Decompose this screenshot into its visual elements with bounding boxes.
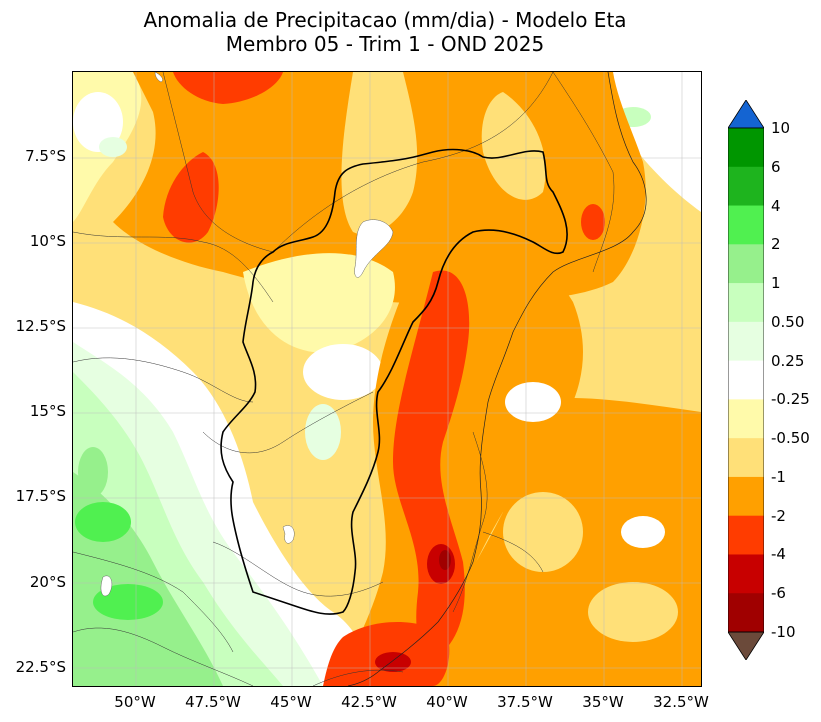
colorbar-label: -2: [771, 506, 786, 525]
colorbar-label: -0.25: [771, 390, 810, 409]
colorbar-label: 1: [771, 274, 781, 293]
colorbar-bin: [728, 321, 764, 362]
lat-label-10: 10°S: [29, 232, 66, 250]
green-patch-2: [93, 584, 163, 620]
colorbar-under-triangle: [728, 631, 764, 660]
lat-label-17-5: 17.5°S: [15, 487, 66, 505]
colorbar-bin: [728, 283, 764, 323]
lat-label-15: 15°S: [29, 402, 66, 420]
lat-label-20: 20°S: [29, 573, 66, 591]
reservoir-tres-marias: [282, 525, 295, 544]
state-borders: [73, 72, 615, 686]
lon-label-45: 45°W: [270, 693, 312, 711]
lat-label-7-5: 7.5°S: [25, 147, 66, 165]
lon-label-50: 50°W: [114, 693, 156, 711]
lon-label-32-5: 32.5°W: [653, 693, 709, 711]
lon-label-40: 40°W: [426, 693, 468, 711]
lat-label-12-5: 12.5°S: [15, 317, 66, 335]
colorbar-label: 4: [771, 196, 781, 215]
lon-label-37-5: 37.5°W: [497, 693, 553, 711]
east-white-patch: [621, 516, 665, 548]
north-red-patch-1: [173, 72, 283, 104]
northeast-neutral-region: [611, 72, 701, 212]
green-patch-1: [75, 502, 131, 542]
colorbar-label: 6: [771, 157, 781, 176]
northwest-white-patch: [73, 92, 123, 152]
east-light-patch-2: [588, 582, 678, 642]
map-gridlines: [73, 72, 701, 686]
northwest-green-patch: [99, 137, 127, 157]
reservoir-sobradinho: [354, 219, 394, 278]
north-light-break: [341, 72, 418, 235]
green-patch-3: [78, 447, 108, 497]
north-light-break-2: [481, 92, 546, 200]
basin-outline: [220, 148, 568, 615]
east-orange-region: [333, 230, 583, 686]
east-light-patch-1: [503, 492, 583, 572]
colorbar-bin: [728, 360, 764, 400]
colorbar-label: -4: [771, 545, 786, 564]
colorbar-bin: [728, 128, 764, 168]
north-red-patch-3: [581, 204, 605, 240]
colorbar-bin: [728, 593, 764, 633]
colorbar-bin: [728, 554, 764, 594]
map-area: [72, 71, 702, 687]
colorbar-label: 2: [771, 235, 781, 254]
colorbar-label: 10: [771, 119, 791, 137]
colorbar: [728, 100, 764, 660]
reservoir-north: [154, 72, 163, 83]
map-title-line1: Anomalia de Precipitacao (mm/dia) - Mode…: [143, 8, 627, 32]
lon-label-35: 35°W: [582, 693, 624, 711]
colorbar-bin: [728, 166, 764, 207]
colorbar-label: -1: [771, 467, 786, 486]
colorbar-label: 0.25: [771, 351, 805, 370]
precipitation-anomaly-map: [73, 72, 701, 686]
coastline: [347, 72, 647, 686]
lon-label-42-5: 42.5°W: [341, 693, 397, 711]
reservoir-furnas: [100, 575, 113, 597]
colorbar-bin: [728, 476, 764, 517]
colorbar-label: -6: [771, 584, 786, 603]
central-green-patch: [305, 404, 341, 460]
colorbar-bin: [728, 244, 764, 284]
colorbar-bin: [728, 438, 764, 478]
colorbar-label: 0.50: [771, 312, 805, 331]
colorbar-bin: [728, 205, 764, 245]
colorbar-bin: [728, 515, 764, 555]
east-white-patch-2: [505, 382, 561, 422]
central-white-patch: [303, 344, 383, 400]
colorbar-label: -10: [771, 623, 796, 641]
north-red-patch-2: [163, 152, 219, 243]
lat-label-22-5: 22.5°S: [15, 658, 66, 676]
colorbar-label: -0.50: [771, 429, 810, 448]
colorbar-over-triangle: [728, 100, 764, 129]
coastal-darkest-core: [439, 550, 451, 570]
south-dark-red-patch: [375, 652, 411, 672]
colorbar-bin: [728, 399, 764, 439]
lon-label-47-5: 47.5°W: [185, 693, 241, 711]
map-title-line2: Membro 05 - Trim 1 - OND 2025: [225, 32, 545, 56]
